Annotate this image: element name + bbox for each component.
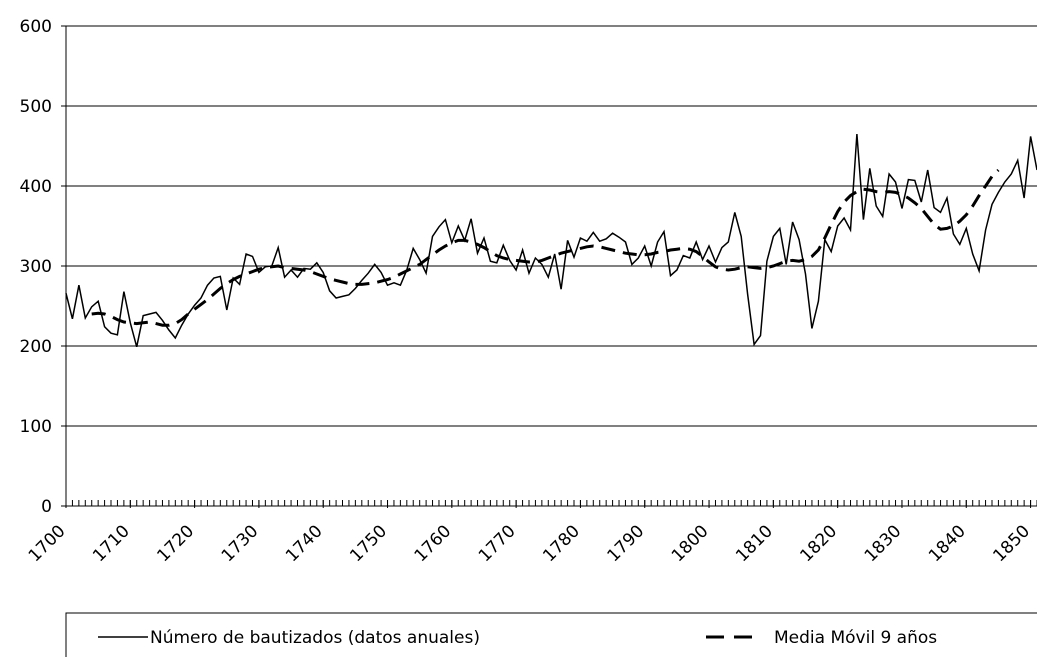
legend-box [65, 612, 1037, 661]
x-tick-label: 1800 [668, 521, 713, 566]
series-line [65, 133, 1037, 347]
x-tick-label: 1710 [89, 521, 134, 566]
x-tick-label: 1750 [346, 521, 391, 566]
y-tick-label: 400 [20, 177, 52, 197]
x-tick-label: 1730 [218, 521, 263, 566]
x-tick-label: 1790 [604, 521, 649, 566]
series-line [91, 168, 1000, 327]
x-tick-label: 1820 [796, 521, 841, 566]
y-tick-label: 0 [41, 497, 52, 517]
x-tick-label: 1830 [861, 521, 906, 566]
x-tick-label: 1810 [732, 521, 777, 566]
x-tick-label: 1850 [989, 521, 1034, 566]
x-tick-label: 1740 [282, 521, 327, 566]
x-tick-label: 1700 [25, 521, 70, 566]
x-tick-label: 1760 [411, 521, 456, 566]
y-tick-label: 300 [20, 257, 52, 277]
legend: Número de bautizados (datos anuales) Medi… [98, 628, 937, 648]
x-tick-label: 1840 [925, 521, 970, 566]
x-tick-label: 1780 [539, 521, 584, 566]
legend-label: Número de bautizados (datos anuales) [150, 628, 480, 648]
y-tick-label: 100 [20, 417, 52, 437]
x-tick-label: 1770 [475, 521, 520, 566]
legend-label: Media Móvil 9 años [774, 628, 937, 648]
y-tick-label: 200 [20, 337, 52, 357]
y-tick-label: 500 [20, 97, 52, 117]
y-tick-label: 600 [20, 17, 52, 37]
x-tick-label: 1720 [153, 521, 198, 566]
